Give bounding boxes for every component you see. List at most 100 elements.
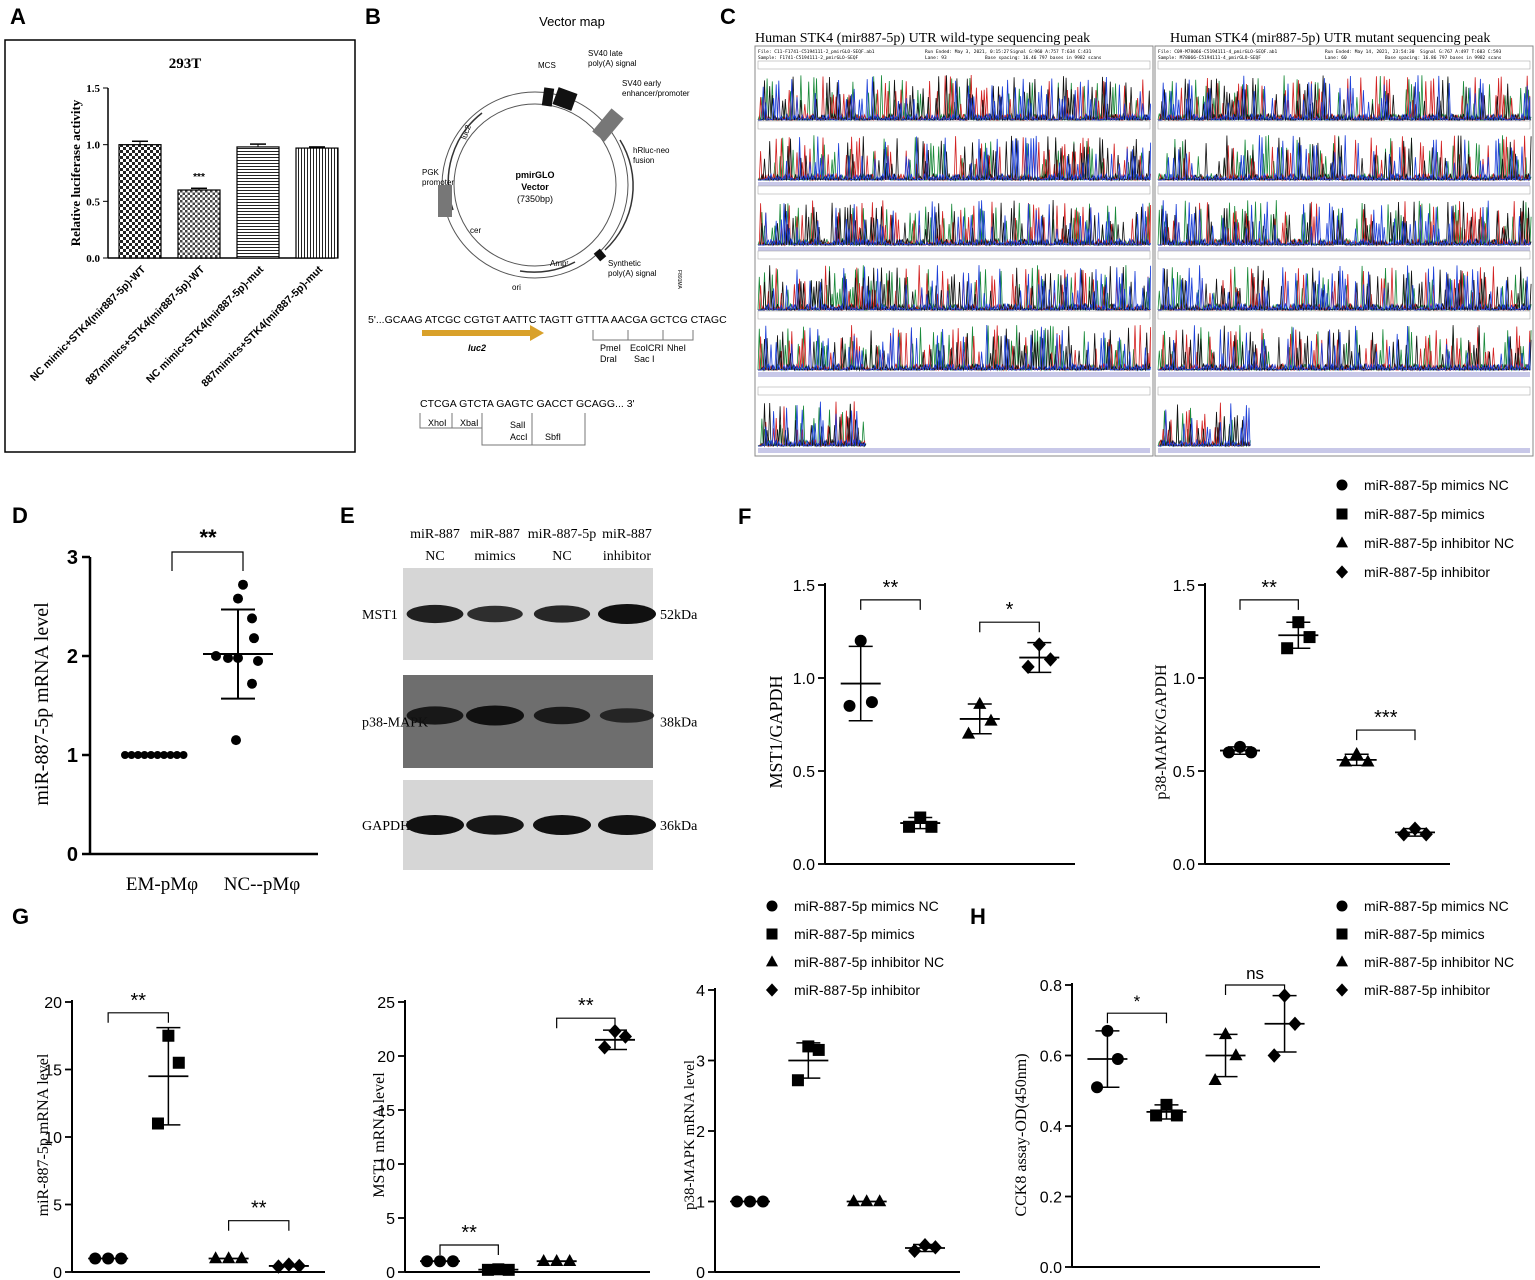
lane-label: inhibitor: [603, 549, 652, 564]
mut-title: Human STK4 (mir887-5p) UTR mutant sequen…: [1170, 31, 1490, 46]
panel-d-chart: miR-887-5p mRNA level 0 1 2 3 ** EM-pMφ NC--pM…: [31, 525, 318, 895]
mut-row-trace: [1158, 75, 1532, 122]
y-tick-label: 0.2: [1040, 1190, 1062, 1207]
lane-label: miR-887: [602, 527, 652, 542]
panel-f-label: F: [738, 504, 752, 529]
mut-header-2: Sample: M78066-C5194111-4_pmirGLO-SEQF: [1158, 55, 1261, 61]
lane-label: miR-887: [470, 527, 520, 542]
amp-arc: [519, 261, 576, 273]
chart-g2-plot: 0 5 10 15 20 25 ** **: [377, 995, 650, 1280]
y-tick-label: 15: [44, 1063, 62, 1080]
blot-size-label: 38kDa: [660, 716, 698, 731]
significance-bracket: [1106, 1012, 1168, 1024]
significance-label: **: [1261, 577, 1277, 599]
feat-hluc: hRluc-neo: [633, 146, 670, 155]
blot-row-label: MST1: [362, 608, 398, 623]
plasmid-ring-inner: [453, 103, 617, 267]
mut-row-trace: [1158, 75, 1531, 122]
mut-row-ruler: [1157, 60, 1531, 70]
western-blot-body: miR-887 NC miR-887 mimics miR-887-5p NC miR-88…: [362, 527, 698, 870]
mut-row-calls: [1158, 247, 1530, 252]
wt-header-sig: Signal G:960 A:757 T:634 C:431: [1010, 49, 1092, 55]
significance-label: *: [1006, 599, 1014, 621]
legend-marker: [765, 983, 779, 997]
panel-b-label: B: [365, 4, 381, 29]
data-point: [1419, 827, 1433, 842]
chart-h-plot: 0.0 0.2 0.4 0.6 0.8 * ns: [1040, 964, 1320, 1277]
vector-name: pmirGLO: [515, 170, 554, 180]
x-tick-label: NC mimic+STK4(mir887-5p)-mut: [144, 263, 267, 386]
chart-a-title: 293T: [169, 56, 202, 72]
y-tick-label: 5: [386, 1211, 395, 1228]
mut-header-1: File: C09-M78066-C5194111-4_pmirGLO-SEQF…: [1158, 49, 1277, 55]
y-tick-label: 0.0: [1040, 1260, 1062, 1277]
data-point: [1208, 1072, 1222, 1085]
site-pmei: PmeI: [600, 343, 621, 353]
western-blot: miR-887 NC miR-887 mimics miR-887-5p NC miR-88…: [362, 527, 698, 870]
data-point: [209, 1251, 223, 1264]
y-tick-label: 1.0: [86, 140, 100, 152]
panel-e: E miR-887 NC miR-887 mimics miR-887-5p NC miR-…: [330, 495, 720, 885]
y-tick-label: 3: [696, 1054, 705, 1071]
site-drai: DraI: [600, 354, 617, 364]
site-acci: AccI: [510, 432, 528, 442]
mut-row-trace: [1158, 326, 1531, 372]
mut-row-ruler: [1157, 120, 1531, 130]
data-point: [247, 678, 257, 689]
panel-b: B Vector map pmirGLO Vector (7350bp) MCS…: [360, 0, 740, 455]
legend-item: miR-887-5p mimics NC: [794, 898, 939, 914]
legend-marker: [765, 955, 779, 967]
wt-header-2: Sample: F1741-C5194111-2_pmirGLO-SEQF: [758, 55, 859, 61]
feat-sv40early2: enhancer/promoter: [622, 89, 690, 98]
significance-label: **: [883, 577, 899, 599]
wt-row-last-ruler: [757, 386, 1151, 396]
legend-item: miR-887-5p mimics: [1364, 926, 1485, 942]
sequence-line-1: 5'...GCAAG ATCGC CGTGT AATTC TAGTT GTTTA…: [368, 314, 727, 326]
x-tick-label: 887mimics+STK4(mir887-5p)-mut: [199, 263, 325, 389]
wt-row-ruler: [757, 185, 1151, 195]
wt-row-trace: [758, 265, 1151, 312]
y-tick-label: 1: [696, 1195, 705, 1212]
legend-marker: [1336, 508, 1348, 520]
blot-band: [599, 708, 655, 723]
bar-2: [177, 189, 221, 259]
wt-row-last-calls: [758, 448, 1150, 453]
panel-c-label: C: [720, 4, 736, 29]
y-tick-label: 2: [67, 646, 78, 668]
panel-a-chart: 293T Relative luciferase activity 0.0 0.5…: [4, 39, 356, 453]
wt-row-ruler: [757, 250, 1151, 260]
luc2-arrow-label: luc2: [468, 343, 486, 353]
legend-item: miR-887-5p mimics: [794, 926, 915, 942]
lane-label: miR-887-5p: [528, 527, 596, 542]
mut-row-last-trace: [1158, 403, 1251, 448]
feat-luc2: luc2: [459, 123, 473, 140]
mut-row-trace: [1158, 265, 1531, 312]
significance-label: **: [251, 1198, 267, 1220]
feat-ori: ori: [512, 283, 521, 292]
site-saci: Sac I: [634, 354, 655, 364]
significance-bracket: [1224, 984, 1286, 995]
significance-label: *: [1134, 992, 1141, 1011]
significance-label: **: [199, 525, 217, 550]
chart-d-ylabel: miR-887-5p mRNA level: [31, 602, 53, 806]
y-tick-label: 3: [67, 547, 78, 569]
significance-bracket: [171, 551, 244, 571]
data-point: [211, 651, 221, 661]
lane-label: miR-887: [410, 527, 460, 542]
data-point: [563, 1254, 577, 1266]
wt-row-last-trace: [758, 401, 866, 448]
luc2-arrow: [422, 325, 544, 341]
wt-row-trace: [758, 324, 1151, 372]
y-tick-label: 5: [53, 1198, 62, 1215]
feat-synth: Synthetic: [608, 259, 641, 268]
x-tick-label: NC mimic+STK4(mir887-5p)-WT: [28, 263, 148, 383]
data-point: [865, 696, 878, 709]
y-tick-label: 1.5: [86, 83, 100, 95]
mut-frame: [1154, 45, 1534, 457]
panel-g: G miR-887-5p mimics NC miR-887-5p mimics m…: [0, 880, 980, 1280]
data-point: [249, 633, 259, 644]
vector-size: (7350bp): [517, 194, 553, 204]
legend-g: miR-887-5p mimics NC miR-887-5p mimics miR…: [765, 898, 944, 998]
feat-cer: cer: [470, 226, 481, 235]
hluc-arc: [604, 139, 634, 251]
